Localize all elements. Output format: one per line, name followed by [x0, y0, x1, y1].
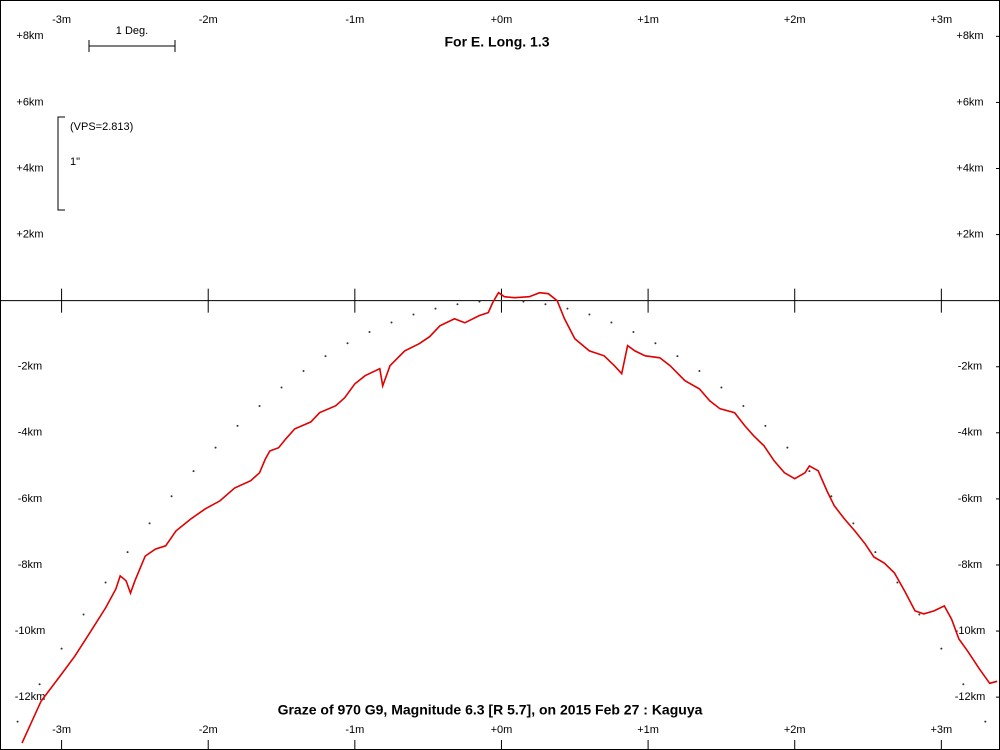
x-tick-label: -3m: [52, 724, 71, 736]
limb-dot: [412, 313, 415, 316]
y-tick-label: -12km: [955, 691, 986, 703]
limb-dot: [940, 647, 943, 650]
limb-dot: [896, 581, 899, 584]
y-tick-label: -10km: [15, 625, 46, 637]
y-tick-label: -2km: [18, 361, 42, 373]
limb-dot: [742, 405, 745, 408]
limb-dot: [698, 370, 701, 373]
y-tick-label: -6km: [958, 493, 982, 505]
y-tick-label: +4km: [16, 162, 43, 174]
limb-dot: [500, 299, 503, 302]
limb-dot: [82, 613, 85, 616]
limb-dot: [984, 720, 987, 723]
limb-dot: [104, 581, 107, 584]
x-tick-label: +2m: [784, 724, 806, 736]
y-tick-label: -8km: [18, 559, 42, 571]
limb-dot: [148, 522, 151, 525]
chart-title: For E. Long. 1.3: [444, 34, 549, 50]
limb-dot: [852, 522, 855, 525]
x-tick-label: +0m: [491, 724, 513, 736]
limb-dot: [368, 331, 371, 334]
limb-dot: [676, 355, 679, 358]
y-tick-label: +6km: [956, 96, 983, 108]
limb-dot: [302, 370, 305, 373]
y-tick-label: -4km: [958, 427, 982, 439]
limb-dot: [962, 683, 965, 686]
limb-dot: [126, 551, 129, 554]
limb-dot: [654, 342, 657, 345]
y-tick-label: +2km: [16, 228, 43, 240]
y-tick-label: -10km: [955, 625, 986, 637]
vps-bracket: [57, 116, 65, 211]
arcsec-label: 1": [70, 156, 80, 168]
x-tick-label: -2m: [199, 14, 218, 26]
limb-dot: [808, 470, 811, 473]
y-tick-label: -6km: [18, 493, 42, 505]
limb-dot: [610, 321, 613, 324]
x-tick-label: +2m: [784, 14, 806, 26]
caption: Graze of 970 G9, Magnitude 6.3 [R 5.7], …: [278, 702, 703, 718]
y-tick-label: +6km: [16, 96, 43, 108]
y-tick-label: -2km: [958, 361, 982, 373]
x-tick-label: +1m: [637, 724, 659, 736]
limb-dot: [720, 386, 723, 389]
x-tick-label: -3m: [52, 14, 71, 26]
x-tick-label: -2m: [199, 724, 218, 736]
vps-label: (VPS=2.813): [70, 121, 133, 133]
limb-dot: [390, 321, 393, 324]
y-tick-label: -8km: [958, 559, 982, 571]
limb-dot: [522, 300, 525, 303]
limb-dot: [434, 307, 437, 310]
limb-dot: [236, 424, 239, 427]
limb-dot: [786, 446, 789, 449]
limb-dot: [918, 613, 921, 616]
limb-dot: [830, 495, 833, 498]
limb-dot: [632, 331, 635, 334]
limb-dot: [324, 355, 327, 358]
x-tick-label: +3m: [930, 724, 952, 736]
limb-dot: [566, 307, 569, 310]
limb-dot: [346, 342, 349, 345]
limb-dot: [456, 303, 459, 306]
y-tick-label: +8km: [956, 30, 983, 42]
limb-dot: [192, 470, 195, 473]
x-tick-label: +3m: [930, 14, 952, 26]
limb-dot: [588, 313, 591, 316]
limb-dot: [874, 551, 877, 554]
limb-dot: [478, 300, 481, 303]
limb-dot: [258, 405, 261, 408]
y-tick-label: -4km: [18, 427, 42, 439]
limb-dot: [60, 647, 63, 650]
x-tick-label: +0m: [491, 14, 513, 26]
limb-dot: [170, 495, 173, 498]
x-tick-label: -1m: [345, 14, 364, 26]
y-tick-label: +8km: [16, 30, 43, 42]
y-tick-label: +4km: [956, 162, 983, 174]
y-tick-label: +2km: [956, 228, 983, 240]
y-tick-label: -12km: [15, 691, 46, 703]
limb-dot: [214, 446, 217, 449]
x-tick-label: +1m: [637, 14, 659, 26]
limb-dot: [280, 386, 283, 389]
limb-dot: [16, 720, 19, 723]
limb-dot: [544, 303, 547, 306]
scale-label: 1 Deg.: [116, 25, 148, 37]
profile-line: [21, 291, 998, 744]
limb-dot: [38, 683, 41, 686]
limb-dot: [764, 424, 767, 427]
x-tick-label: -1m: [345, 724, 364, 736]
